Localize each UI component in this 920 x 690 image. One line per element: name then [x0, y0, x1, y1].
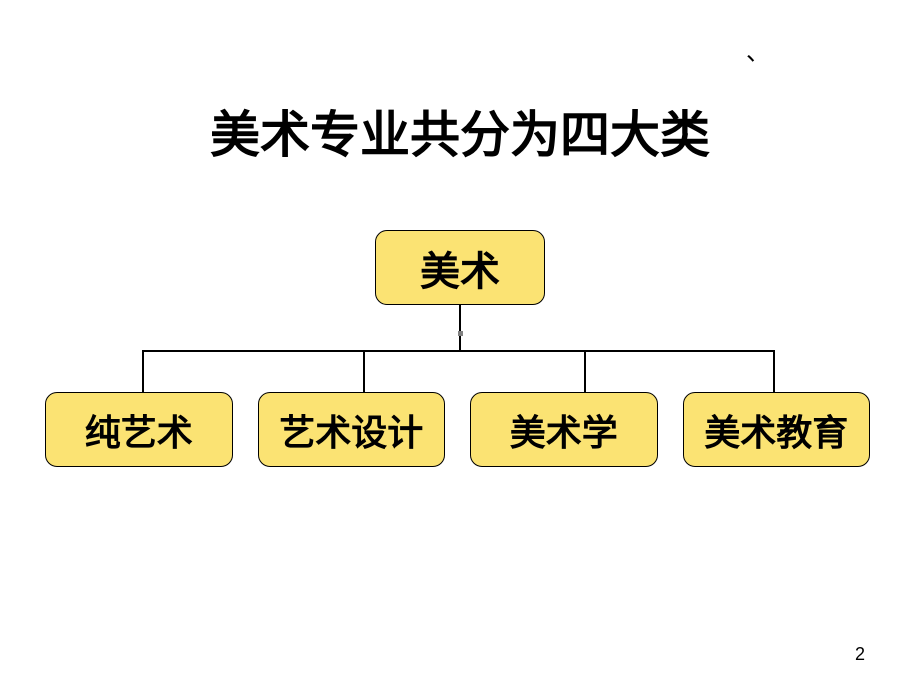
- tree-child-node: 纯艺术: [45, 392, 233, 467]
- tree-connector: [363, 350, 365, 392]
- tree-child-label: 美术教育: [704, 404, 848, 456]
- tree-child-node: 美术教育: [683, 392, 871, 467]
- tree-child-label: 纯艺术: [85, 404, 193, 456]
- tree-connector: [143, 350, 774, 352]
- tree-child-label: 美术学: [510, 404, 618, 456]
- tree-connector: [773, 350, 775, 392]
- tree-child-label: 艺术设计: [279, 404, 423, 456]
- page-number: 2: [855, 644, 865, 665]
- tree-child-node: 艺术设计: [258, 392, 446, 467]
- tree-child-node: 美术学: [470, 392, 658, 467]
- tree-connector: [459, 305, 461, 350]
- tree-children-row: 纯艺术 艺术设计 美术学 美术教育: [45, 392, 870, 467]
- tree-connector: [584, 350, 586, 392]
- tree-root-label: 美术: [420, 239, 500, 297]
- corner-mark: 、: [746, 32, 770, 67]
- center-dot: [458, 331, 463, 336]
- page-title: 美术专业共分为四大类: [0, 95, 920, 167]
- tree-root-node: 美术: [375, 230, 545, 305]
- tree-connector: [142, 350, 144, 392]
